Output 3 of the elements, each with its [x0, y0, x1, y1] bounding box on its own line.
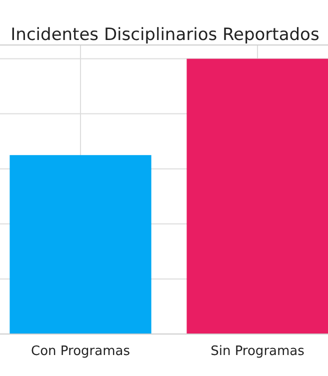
x-tick-label: Con Programas — [31, 344, 130, 359]
x-tick-label: Sin Programas — [210, 344, 305, 359]
chart-title: Incidentes Disciplinarios Reportados — [10, 25, 320, 45]
